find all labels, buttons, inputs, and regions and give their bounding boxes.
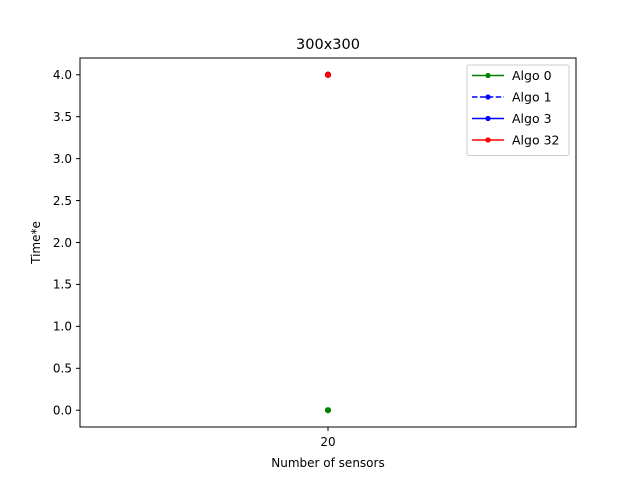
y-tick-label: 4.0 xyxy=(53,68,72,82)
data-point xyxy=(324,71,332,78)
y-tick-label: 0.5 xyxy=(53,362,72,376)
legend-marker xyxy=(485,115,491,122)
legend-label: Algo 0 xyxy=(512,68,552,83)
legend-entry: Algo 0 xyxy=(472,68,552,83)
y-tick-label: 2.0 xyxy=(53,236,72,250)
legend-label: Algo 1 xyxy=(512,90,552,105)
y-axis-ticks: 0.0 0.5 1.0 1.5 2.0 2.5 3.0 3.5 4.0 xyxy=(53,68,80,418)
data-point xyxy=(324,407,332,414)
x-tick-label: 20 xyxy=(320,435,335,449)
y-tick-label: 1.0 xyxy=(53,320,72,334)
legend-marker xyxy=(485,72,491,79)
chart-title: 300x300 xyxy=(296,37,360,53)
legend-entry: Algo 32 xyxy=(472,133,560,148)
y-tick-label: 0.0 xyxy=(53,404,72,418)
legend-frame xyxy=(466,64,570,156)
x-axis-ticks: 20 xyxy=(320,427,336,449)
y-tick-label: 3.0 xyxy=(53,152,72,166)
legend-marker xyxy=(485,137,491,143)
x-axis-label: Number of sensors xyxy=(271,456,384,470)
plot-area: 0.0 0.5 1.0 1.5 2.0 2.5 3.0 3.5 4.0 20 xyxy=(53,57,577,449)
legend-entry: Algo 3 xyxy=(472,111,552,126)
legend: Algo 0 Algo 1 Algo 3 Algo 32 xyxy=(466,64,570,156)
legend-label: Algo 32 xyxy=(512,133,560,148)
y-tick-label: 3.5 xyxy=(53,110,72,124)
y-axis-label: Time*e xyxy=(29,221,43,265)
y-tick-label: 2.5 xyxy=(53,194,72,208)
series-algo-0 xyxy=(324,407,332,414)
legend-label: Algo 3 xyxy=(512,111,552,126)
series-layer xyxy=(324,71,332,414)
legend-entry: Algo 1 xyxy=(472,90,552,105)
legend-items: Algo 0 Algo 1 Algo 3 Algo 32 xyxy=(472,68,560,148)
plot-frame xyxy=(79,57,577,428)
legend-marker xyxy=(485,94,491,100)
series-algo-32 xyxy=(324,71,332,78)
y-tick-label: 1.5 xyxy=(53,278,72,292)
